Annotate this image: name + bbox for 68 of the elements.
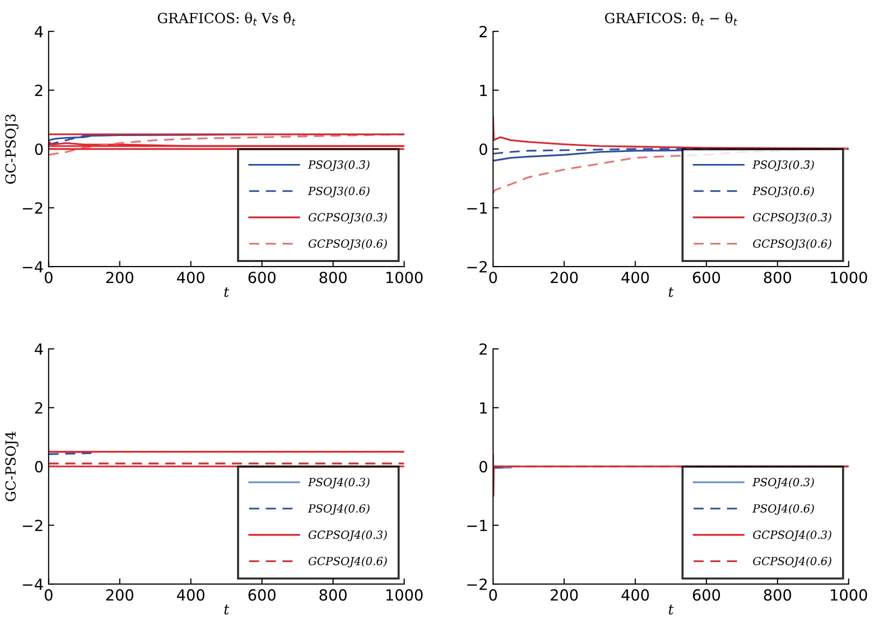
x-axis-title: t <box>668 287 674 297</box>
x-tick-label: 1000 <box>386 272 423 284</box>
x-tick-label: 200 <box>550 272 578 284</box>
x-tick-label: 0 <box>489 589 497 601</box>
legend-label: GCPSOJ4(0.3) <box>753 530 832 542</box>
chart-title: GRAFICOS: θ̂$_{t}$ − θ$_{t}$ <box>605 12 738 26</box>
x-tick-label: 200 <box>550 589 578 601</box>
legend-label: PSOJ4(0.3) <box>752 478 814 488</box>
x-tick-label: 400 <box>177 272 204 284</box>
x-tick-label: 1000 <box>830 272 868 284</box>
legend-label: PSOJ3(0.3̄) <box>752 160 814 171</box>
legend-label: GCPSOJ3(0.6) <box>753 239 832 250</box>
y-tick-label: −2 <box>467 261 487 272</box>
x-tick-label: 800 <box>764 272 792 284</box>
legend-label: PSOJ4(0.6) <box>752 504 814 515</box>
y-tick-label: −1 <box>467 202 487 214</box>
y-tick-label: −4 <box>22 261 43 272</box>
y-tick-label: 0 <box>480 143 488 156</box>
x-tick-label: 600 <box>692 272 720 284</box>
legend-label: PSOJ3(0.3̄) <box>308 160 370 171</box>
y-tick-label: 1 <box>480 402 487 414</box>
y-tick-label: 1 <box>480 84 487 96</box>
x-tick-label: 600 <box>248 589 276 601</box>
chart-title: GRAFICOS: θ$_{t}$ Vs θ̂$_{t}$ <box>158 12 296 26</box>
legend-label: GCPSOJ4(0.6) <box>308 556 387 568</box>
x-tick-label: 1000 <box>386 589 423 601</box>
y-tick-label: 2 <box>480 26 487 38</box>
y-tick-label: −2 <box>22 202 42 214</box>
x-axis-title: t <box>224 287 230 297</box>
x-tick-label: 400 <box>177 589 204 601</box>
legend-label: GCPSOJ3(0.3̄) <box>308 212 387 224</box>
x-tick-label: 1000 <box>830 589 868 601</box>
y-tick-label: −4 <box>22 578 43 590</box>
y-tick-label: 4 <box>34 344 43 355</box>
x-tick-label: 200 <box>106 589 134 601</box>
x-tick-label: 0 <box>44 589 52 601</box>
y-tick-label: −2 <box>22 520 42 532</box>
x-tick-label: 200 <box>106 272 134 284</box>
y-tick-label: 0 <box>35 460 43 472</box>
y-tick-label: −2 <box>467 578 487 590</box>
legend-label: GCPSOJ4(0.3) <box>308 530 387 542</box>
x-axis-title: t <box>668 604 674 614</box>
y-axis-title: GC-PSOJ4 <box>5 432 18 502</box>
y-tick-label: 2 <box>35 402 42 414</box>
x-tick-label: 800 <box>320 589 347 601</box>
x-tick-label: 400 <box>621 589 649 601</box>
legend-label: PSOJ3(0.6) <box>752 186 814 198</box>
y-tick-label: 2 <box>480 343 487 355</box>
x-tick-label: 0 <box>489 272 497 284</box>
y-tick-label: 0 <box>35 143 43 156</box>
y-tick-label: 0 <box>480 460 488 472</box>
x-tick-label: 600 <box>248 272 276 284</box>
y-tick-label: 4 <box>34 26 43 38</box>
x-tick-label: 400 <box>621 272 649 284</box>
y-axis-title: GC-PSOJ3 <box>5 114 18 184</box>
x-tick-label: 800 <box>764 589 792 601</box>
legend-label: PSOJ4(0.6) <box>308 504 370 515</box>
legend-label: PSOJ3(0.6) <box>308 186 370 198</box>
x-tick-label: 600 <box>692 589 720 601</box>
legend-label: GCPSOJ3(0.6) <box>308 239 387 250</box>
legend-label: GCPSOJ3(0.3̄) <box>753 212 832 224</box>
x-tick-label: 0 <box>44 272 52 284</box>
x-tick-label: 800 <box>320 272 347 284</box>
legend-label: GCPSOJ4(0.6) <box>753 556 832 568</box>
x-axis-title: t <box>224 604 230 614</box>
y-tick-label: −1 <box>467 520 487 532</box>
y-tick-label: 2 <box>35 84 42 96</box>
legend-label: PSOJ4(0.3) <box>308 478 370 488</box>
